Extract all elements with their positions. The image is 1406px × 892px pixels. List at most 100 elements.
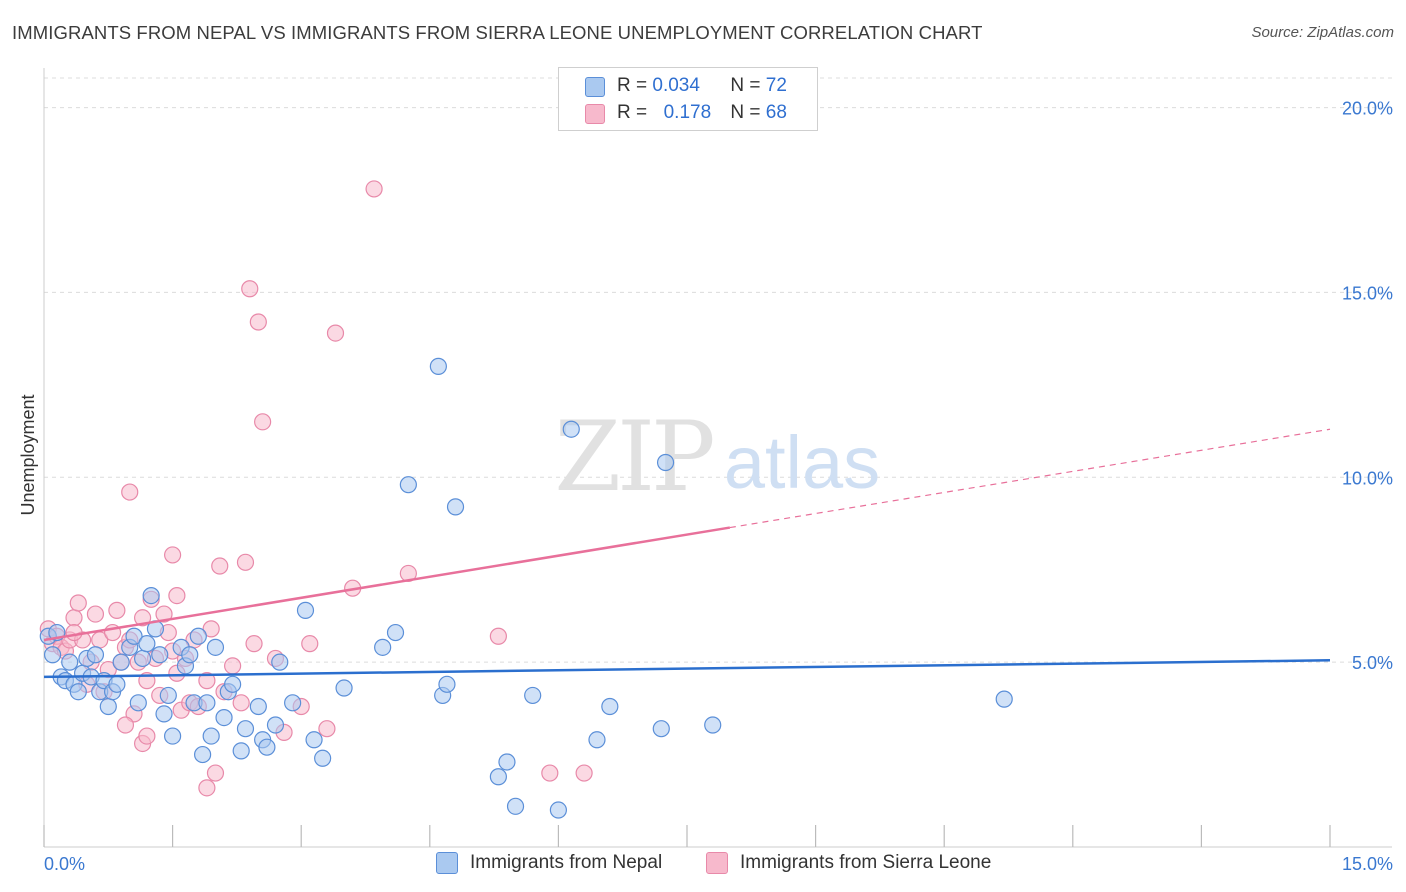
nepal-point — [266, 716, 285, 734]
tick-labels: 5.0% 10.0% 15.0% 20.0% 0.0% 15.0% Unemployment — [18, 99, 1393, 874]
y-tick-label: 20.0% — [1342, 99, 1393, 119]
nepal-point — [601, 697, 619, 716]
nepal-point — [125, 627, 143, 645]
x-tick-label: 0.0% — [44, 854, 85, 874]
series-legend-swatch-nepal — [436, 852, 458, 874]
nepal-point — [129, 694, 147, 712]
nepal-point — [271, 653, 289, 671]
nepal-point — [43, 646, 62, 664]
series-sierra-leone-points — [39, 180, 593, 797]
nepal-point — [133, 649, 152, 668]
series-legend-swatch-sierra-leone — [706, 852, 728, 874]
sierra-leone-point — [155, 605, 173, 623]
y-tick-label: 10.0% — [1342, 468, 1393, 488]
sierra-leone-point — [202, 620, 220, 638]
source-label: Source: ZipAtlas.com — [1251, 24, 1394, 41]
sierra-leone-point — [236, 553, 255, 571]
nepal-point — [524, 686, 542, 705]
sierra-leone-point — [65, 623, 83, 642]
legend-r-value: 0.034 — [652, 75, 700, 96]
nepal-point — [498, 753, 516, 771]
sierra-leone-point — [198, 779, 216, 797]
sierra-leone-point — [168, 586, 186, 605]
trend-lines — [43, 428, 1331, 679]
nepal-point — [108, 675, 126, 693]
legend-row-nepal: R = 0.034 N = 72 — [617, 74, 787, 98]
nepal-point — [258, 738, 276, 756]
axes — [43, 68, 1392, 848]
nepal-point — [296, 601, 315, 619]
nepal-point — [562, 420, 580, 438]
nepal-point — [86, 646, 105, 664]
series-legend-item-nepal: Immigrants from Nepal — [436, 852, 662, 874]
legend-r-label: R = — [617, 75, 648, 96]
y-axis-label: Unemployment — [18, 394, 38, 515]
nepal-point — [429, 357, 447, 375]
nepal-point — [236, 720, 255, 738]
sierra-leone-point — [121, 483, 139, 501]
sierra-leone-point — [108, 601, 126, 619]
legend-swatch-nepal — [585, 77, 605, 97]
sierra-leone-point — [116, 716, 135, 734]
nepal-point — [69, 683, 87, 701]
nepal-point — [142, 586, 160, 605]
sierra-leone-point — [575, 764, 593, 782]
nepal-point — [549, 801, 568, 819]
sierra-leone-point — [318, 720, 336, 738]
chart-title: IMMIGRANTS FROM NEPAL VS IMMIGRANTS FROM… — [12, 22, 983, 43]
sierra-leone-point — [138, 727, 156, 745]
legend: R = 0.034 N = 72 R = 0.178 N = 68 — [558, 67, 818, 131]
nepal-point — [194, 745, 212, 764]
legend-r-value: 0.178 — [663, 102, 712, 123]
grid-lines — [44, 77, 1392, 663]
sierra-leone-point — [65, 609, 83, 627]
y-tick-label: 15.0% — [1342, 283, 1393, 303]
nepal-point — [155, 705, 173, 723]
nepal-point — [249, 697, 267, 716]
sierra-leone-point — [489, 627, 507, 645]
nepal-point — [399, 476, 417, 494]
series-legend: Immigrants from Nepal Immigrants from Si… — [0, 852, 1406, 878]
nepal-point — [335, 679, 353, 697]
nepal-point — [151, 646, 169, 664]
nepal-point — [314, 749, 332, 767]
nepal-point — [232, 742, 250, 760]
series-legend-item-sierra-leone: Immigrants from Sierra Leone — [706, 852, 991, 874]
nepal-point — [164, 727, 182, 745]
sierra-leone-point — [133, 609, 152, 627]
trend-line-extension-sierra-leone — [729, 428, 1331, 529]
series-nepal-points — [39, 357, 1013, 819]
legend-n-label: N = — [730, 75, 761, 96]
nepal-point — [588, 731, 606, 749]
nepal-point — [198, 694, 216, 712]
watermark: ZIP atlas — [554, 401, 880, 513]
nepal-point — [374, 638, 392, 656]
sierra-leone-point — [301, 635, 319, 653]
nepal-point — [489, 768, 507, 786]
legend-n-value: 68 — [765, 102, 787, 123]
nepal-point — [446, 498, 465, 516]
nepal-point — [506, 797, 525, 815]
legend-n-label: N = — [730, 102, 761, 123]
watermark-atlas: atlas — [724, 421, 880, 504]
sierra-leone-point — [86, 605, 105, 623]
y-tick-label: 5.0% — [1352, 653, 1393, 673]
sierra-leone-point — [254, 413, 272, 431]
nepal-point — [656, 453, 675, 472]
nepal-point — [284, 694, 302, 712]
nepal-point — [305, 731, 323, 749]
nepal-point — [438, 675, 456, 693]
nepal-point — [189, 627, 207, 645]
sierra-leone-point — [232, 694, 250, 712]
sierra-leone-point — [245, 635, 263, 653]
nepal-point — [202, 727, 220, 745]
sierra-leone-point — [326, 324, 345, 342]
nepal-point — [215, 709, 233, 727]
legend-n-value: 72 — [765, 75, 787, 96]
sierra-leone-point — [249, 313, 267, 331]
nepal-point — [704, 716, 722, 734]
nepal-point — [995, 690, 1013, 708]
series-legend-label-nepal: Immigrants from Nepal — [470, 852, 663, 873]
sierra-leone-point — [241, 280, 259, 298]
